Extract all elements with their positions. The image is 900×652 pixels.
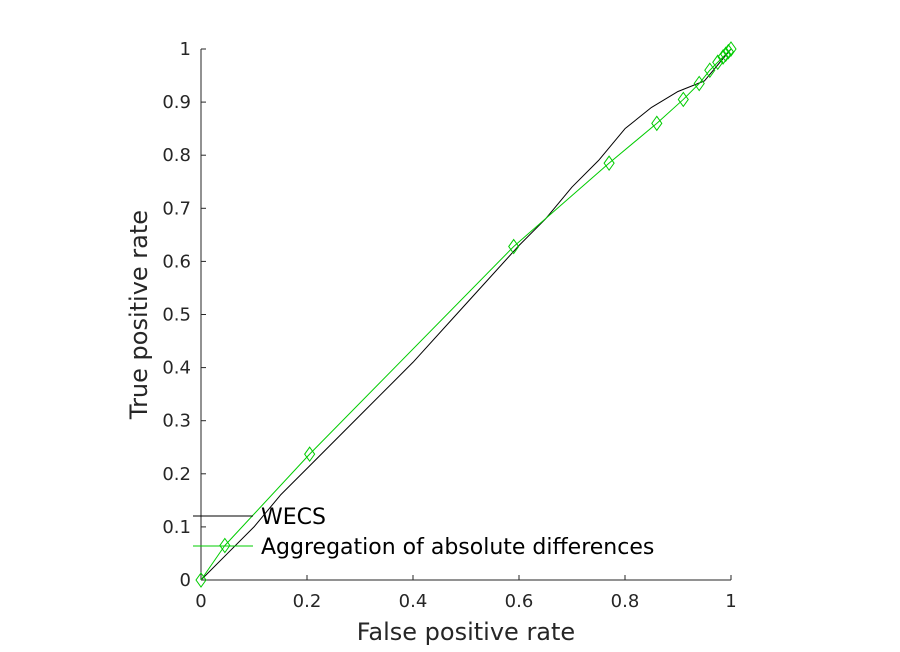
y-tick-label: 0.9 [162,92,191,113]
data-point-aggregation [717,49,729,65]
x-tick-label: 0.2 [293,591,322,612]
data-point-aggregation [304,446,316,463]
x-tick-label: 1 [725,591,736,612]
x-tick-label: 0.8 [611,591,640,612]
legend: WECS Aggregation of absolute differences [193,505,654,560]
data-point-aggregation [195,572,207,588]
y-tick-label: 0.6 [162,251,191,272]
y-tick-label: 0.5 [162,305,191,326]
y-tick-label: 0.3 [162,411,191,432]
y-tick-label: 0 [180,570,191,591]
y-tick-label: 0.1 [162,517,191,538]
y-ticks: 0 0.1 0.2 0.3 0.4 0.5 0.6 0.7 0.8 0.9 1 [162,39,206,591]
data-point-aggregation [712,54,724,71]
data-point-aggregation [725,41,737,57]
data-point-aggregation [603,155,615,172]
x-axis-label: False positive rate [357,618,575,646]
data-point-aggregation [508,238,520,255]
x-tick-label: 0.6 [505,591,534,612]
x-tick-label: 0.4 [399,591,428,612]
x-tick-label: 0 [195,591,206,612]
legend-label-aggregation: Aggregation of absolute differences [261,535,654,560]
y-tick-label: 0.4 [162,358,191,379]
data-point-aggregation [720,46,732,63]
data-point-aggregation [704,62,716,79]
y-tick-label: 0.7 [162,198,191,219]
data-point-aggregation [677,91,689,108]
y-axis-label: True positive rate [125,210,153,420]
data-point-aggregation [722,43,734,60]
series-line-aggregation [200,48,732,581]
y-tick-label: 0.8 [162,145,191,166]
legend-label-wecs: WECS [261,505,326,530]
data-point-aggregation [693,75,705,92]
series-layer [195,41,737,588]
data-point-aggregation [651,115,663,132]
series-line-wecs [200,48,732,581]
y-tick-label: 0.2 [162,464,191,485]
x-ticks: 0 0.2 0.4 0.6 0.8 1 [195,575,737,612]
y-tick-label: 1 [180,39,191,60]
data-point-aggregation [219,537,231,554]
axes [200,49,731,581]
